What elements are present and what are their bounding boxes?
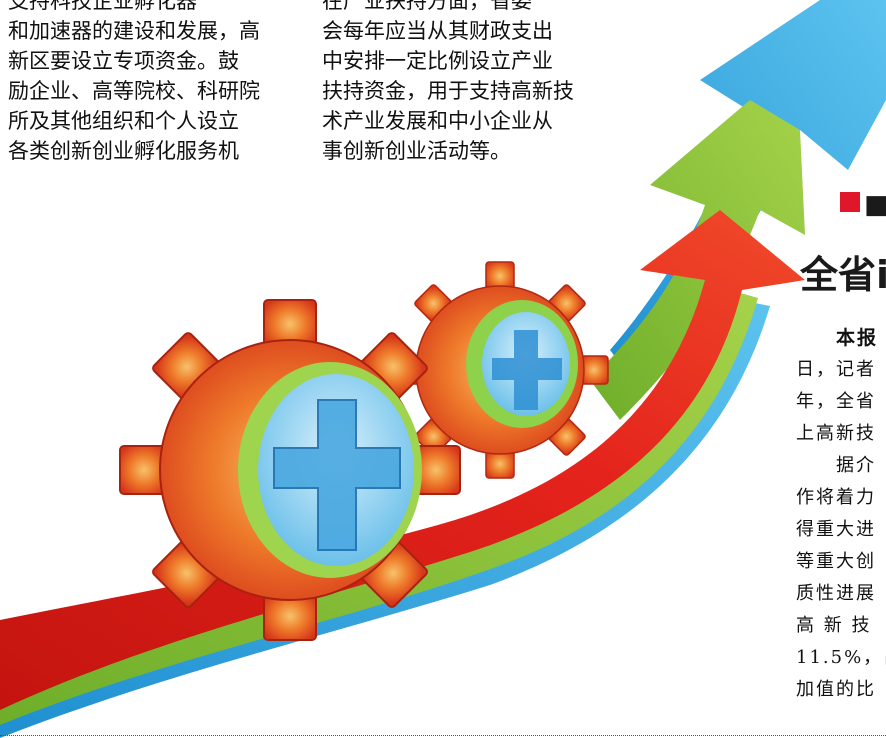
- text-line: 事创新创业活动等。: [322, 139, 511, 163]
- section-kicker: ■相: [864, 190, 886, 220]
- text-line: 等重大创: [796, 551, 876, 572]
- text-line: 高 新 技: [796, 615, 872, 636]
- text-line: 上高新技: [796, 423, 876, 444]
- text-line: 日，记者: [796, 359, 876, 380]
- text-line: 加值的比: [796, 679, 876, 700]
- text-line: 所及其他组织和个人设立: [8, 109, 239, 133]
- text-line: 质性进展: [796, 583, 876, 604]
- text-line: 得重大进: [796, 519, 876, 540]
- text-line: 中安排一定比例设立产业: [322, 49, 553, 73]
- article-column-2: 在产业扶持方面，省委 会每年应当从其财政支出 中安排一定比例设立产业 扶持资金，…: [322, 0, 622, 166]
- bottom-divider: [0, 735, 886, 736]
- large-gear: [119, 299, 461, 641]
- text-line: 和加速器的建设和发展，高: [8, 19, 260, 43]
- text-line: 新区要设立专项资金。鼓: [8, 49, 239, 73]
- section-marker: [840, 192, 860, 212]
- text-line: 各类创新创业孵化服务机: [8, 139, 239, 163]
- article-column-1: 支持科技企业孵化器 和加速器的建设和发展，高 新区要设立专项资金。鼓 励企业、高…: [8, 0, 298, 166]
- text-line: 本报: [836, 327, 879, 349]
- text-line: 扶持资金，用于支持高新技: [322, 79, 574, 103]
- text-line: 11.5%，占: [796, 647, 886, 668]
- text-line: 术产业发展和中小企业从: [322, 109, 553, 133]
- text-line: 会每年应当从其财政支出: [322, 19, 553, 43]
- small-gear: [391, 261, 609, 479]
- text-line: 励企业、高等院校、科研院: [8, 79, 260, 103]
- text-line: 据介: [836, 455, 876, 476]
- article-column-right: 本报 日，记者 年，全省 上高新技 据介 作将着力 得重大进 等重大创 质性进展…: [796, 322, 886, 706]
- text-line: 支持科技企业孵化器: [8, 0, 197, 13]
- article-headline: 全省i: [800, 253, 886, 297]
- text-line: 年，全省: [796, 391, 876, 412]
- text-line: 作将着力: [796, 487, 876, 508]
- text-line: 在产业扶持方面，省委: [322, 0, 532, 13]
